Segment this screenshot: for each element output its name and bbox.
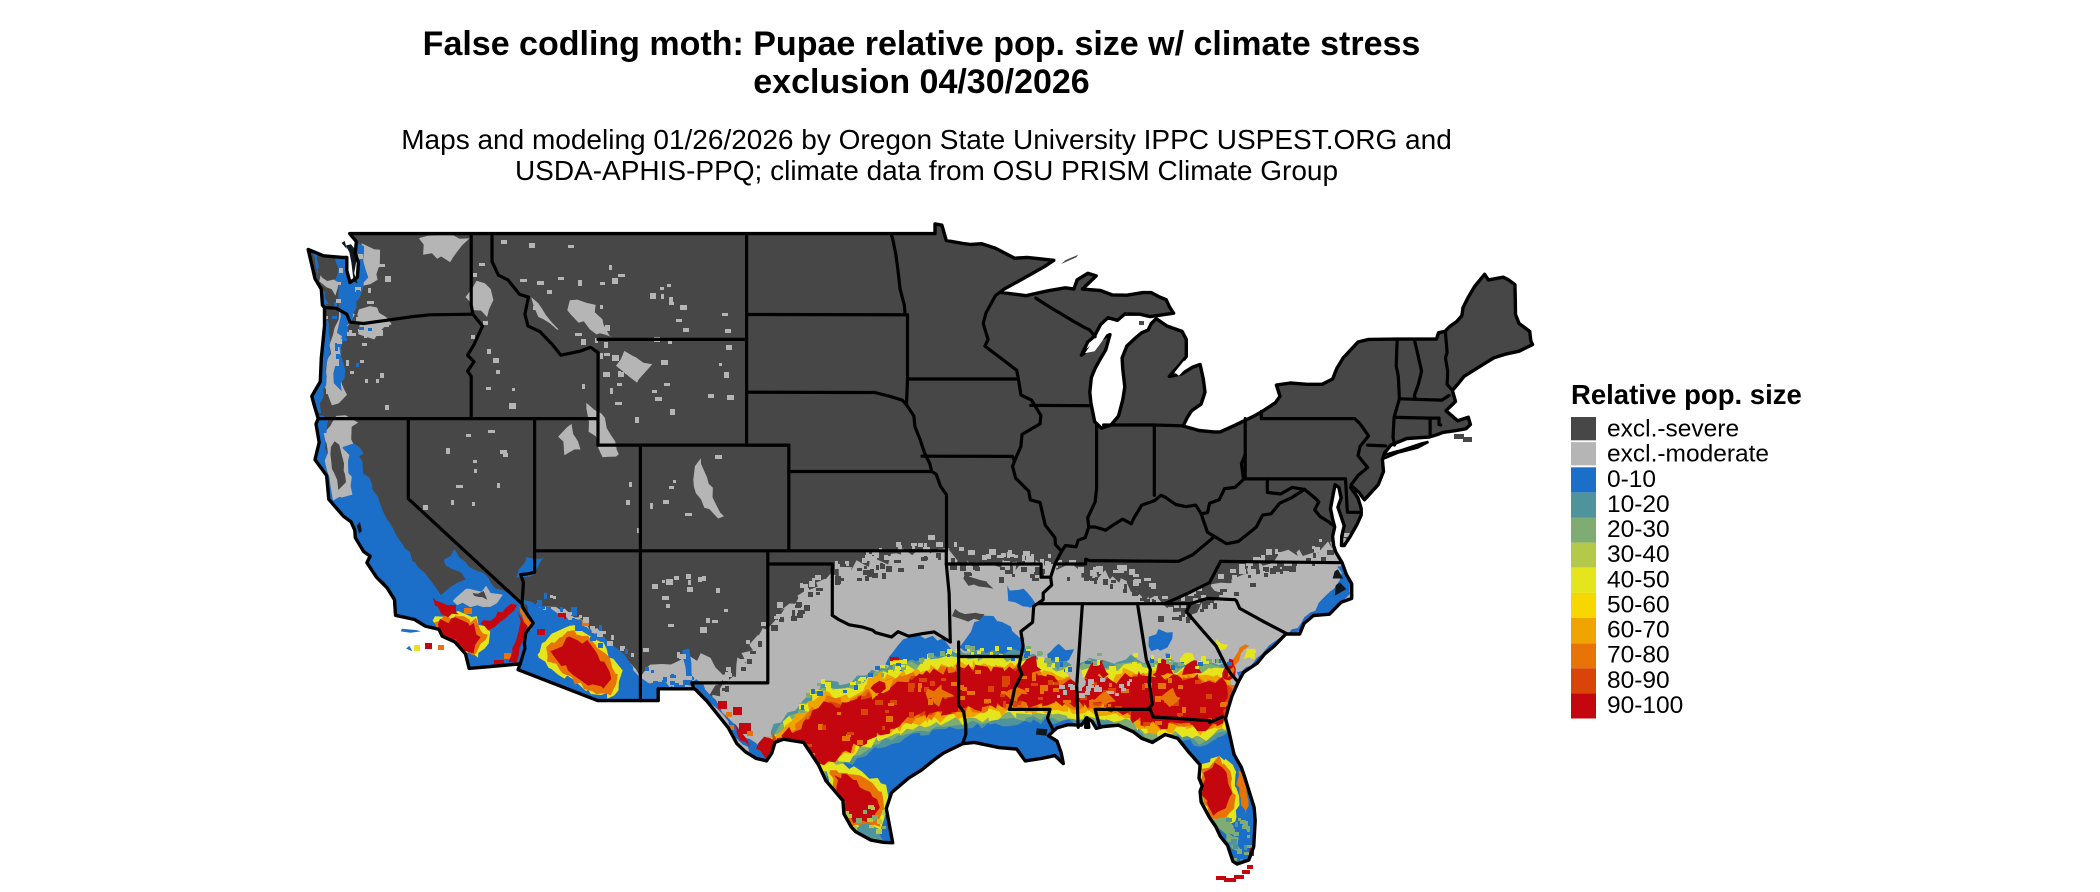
svg-text:60-70: 60-70	[1607, 617, 1670, 644]
svg-text:excl.-severe: excl.-severe	[1607, 416, 1739, 443]
svg-text:0-10: 0-10	[1607, 466, 1656, 493]
svg-text:20-30: 20-30	[1607, 516, 1670, 543]
svg-text:Relative pop. size: Relative pop. size	[1571, 379, 1802, 410]
svg-text:50-60: 50-60	[1607, 591, 1670, 618]
svg-text:40-50: 40-50	[1607, 566, 1670, 593]
svg-text:80-90: 80-90	[1607, 667, 1670, 694]
svg-text:30-40: 30-40	[1607, 541, 1670, 568]
svg-text:excl.-moderate: excl.-moderate	[1607, 441, 1769, 468]
svg-text:90-100: 90-100	[1607, 692, 1683, 719]
svg-text:70-80: 70-80	[1607, 642, 1670, 669]
svg-text:10-20: 10-20	[1607, 491, 1670, 518]
